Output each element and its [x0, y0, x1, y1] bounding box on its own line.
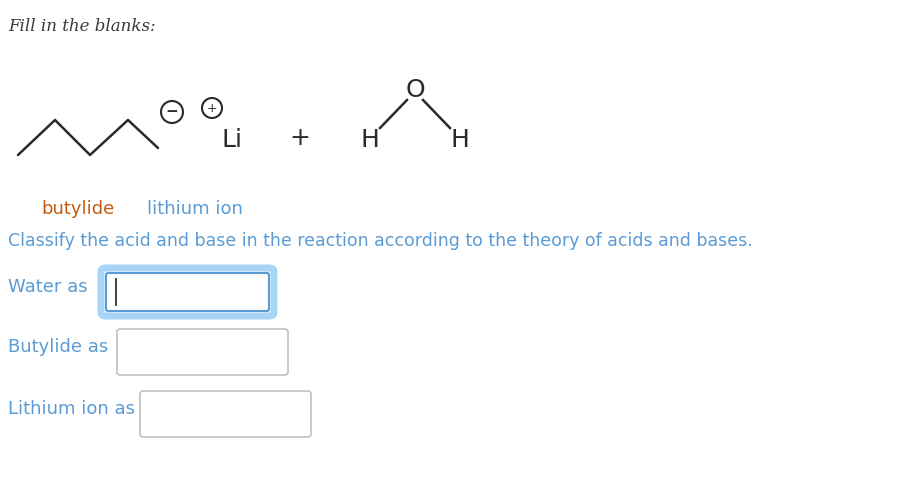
Text: lithium ion: lithium ion	[147, 200, 243, 218]
Text: Fill in the blanks:: Fill in the blanks:	[8, 18, 155, 35]
Text: O: O	[405, 78, 425, 102]
FancyBboxPatch shape	[106, 273, 269, 311]
Text: H: H	[361, 128, 380, 152]
FancyBboxPatch shape	[140, 391, 311, 437]
Text: Lithium ion as: Lithium ion as	[8, 400, 135, 418]
Text: Li: Li	[222, 128, 243, 152]
Text: Water as: Water as	[8, 278, 88, 296]
Text: −: −	[165, 104, 179, 119]
Text: Butylide as: Butylide as	[8, 338, 109, 356]
FancyBboxPatch shape	[101, 268, 274, 316]
Text: H: H	[451, 128, 470, 152]
Text: +: +	[207, 101, 217, 114]
Text: Classify the acid and base in the reaction according to the theory of acids and : Classify the acid and base in the reacti…	[8, 232, 753, 250]
Text: +: +	[289, 126, 311, 150]
FancyBboxPatch shape	[117, 329, 288, 375]
Text: butylide: butylide	[41, 200, 115, 218]
